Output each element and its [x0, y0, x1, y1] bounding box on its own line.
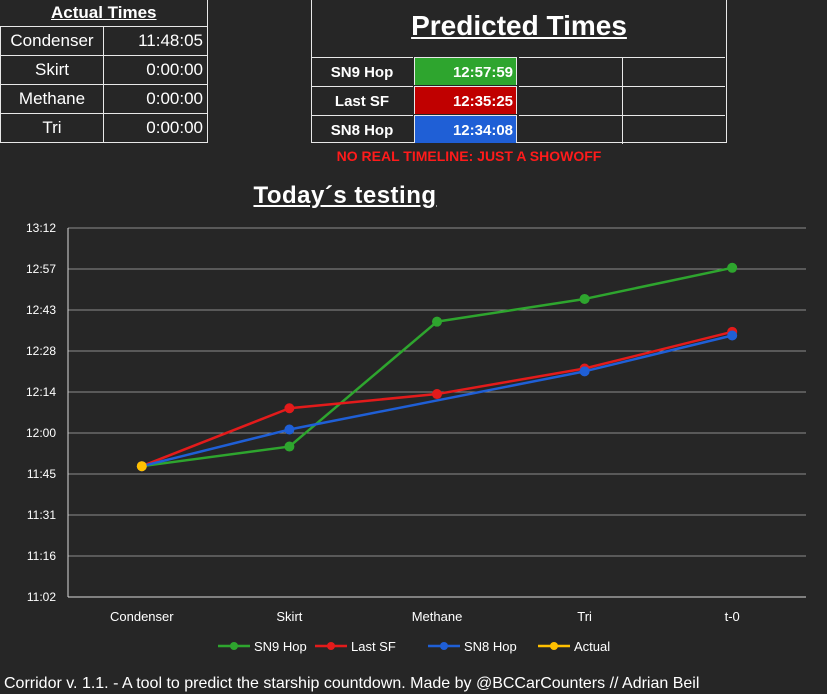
- x-tick-label: Tri: [577, 609, 592, 624]
- series-line: [141, 266, 733, 468]
- y-tick-label: 11:31: [27, 508, 56, 522]
- actual-value: 0:00:00: [103, 113, 208, 143]
- chart-title: Today´s testing: [253, 182, 437, 209]
- y-tick-label: 12:14: [26, 385, 56, 399]
- predicted-times-panel: Predicted Times SN9 Hop 12:57:59 Last SF…: [311, 0, 727, 144]
- predicted-value: 12:57:59: [414, 57, 517, 85]
- predicted-label: Last SF: [311, 86, 413, 115]
- legend-swatch-marker: [327, 642, 335, 650]
- empty-cell: [519, 57, 623, 86]
- data-point: [579, 293, 590, 304]
- data-point: [284, 424, 295, 435]
- predicted-value: 12:34:08: [414, 115, 517, 143]
- table-row: Methane 0:00:00: [0, 84, 208, 114]
- actual-label: Condenser: [0, 26, 104, 56]
- y-tick-label: 12:43: [26, 303, 56, 317]
- y-tick-label: 11:16: [27, 549, 56, 563]
- actual-times-table: Actual Times Condenser 11:48:05 Skirt 0:…: [0, 0, 208, 143]
- data-point: [727, 262, 738, 273]
- y-tick-label: 11:45: [27, 467, 56, 481]
- empty-cell: [623, 57, 725, 86]
- y-tick-label: 12:28: [26, 344, 56, 358]
- table-row: Condenser 11:48:05: [0, 26, 208, 56]
- predicted-frame: [311, 0, 727, 143]
- data-point: [727, 330, 738, 341]
- predicted-row: SN8 Hop 12:34:08: [311, 115, 727, 144]
- legend-label: SN8 Hop: [464, 639, 517, 654]
- actual-value: 0:00:00: [103, 84, 208, 114]
- data-point: [284, 441, 295, 452]
- legend-label: SN9 Hop: [254, 639, 307, 654]
- data-point: [579, 366, 590, 377]
- legend-swatch-marker: [550, 642, 558, 650]
- legend-label: Actual: [574, 639, 610, 654]
- legend-label: Last SF: [351, 639, 396, 654]
- y-tick-label: 13:12: [26, 221, 56, 235]
- actual-label: Methane: [0, 84, 104, 114]
- predicted-row: Last SF 12:35:25: [311, 86, 727, 115]
- data-point: [136, 461, 147, 472]
- y-tick-label: 12:00: [26, 426, 56, 440]
- table-row: Skirt 0:00:00: [0, 55, 208, 85]
- predicted-row: SN9 Hop 12:57:59: [311, 57, 727, 86]
- y-tick-label: 12:57: [26, 262, 56, 276]
- series-line: [141, 334, 733, 468]
- data-point: [284, 403, 295, 414]
- actual-label: Tri: [0, 113, 104, 143]
- empty-cell: [519, 115, 623, 144]
- y-tick-label: 11:02: [27, 590, 56, 604]
- data-point: [432, 389, 442, 400]
- footer-text: Corridor v. 1.1. - A tool to predict the…: [4, 675, 700, 692]
- empty-cell: [623, 115, 725, 144]
- x-tick-label: Condenser: [110, 609, 174, 624]
- legend-swatch-marker: [230, 642, 238, 650]
- table-row: Tri 0:00:00: [0, 113, 208, 143]
- x-tick-label: t-0: [725, 609, 740, 624]
- notice-text: NO REAL TIMELINE: JUST A SHOWOFF: [336, 148, 602, 164]
- actual-label: Skirt: [0, 55, 104, 85]
- predicted-value: 12:35:25: [414, 86, 517, 114]
- actual-value: 0:00:00: [103, 55, 208, 85]
- actual-times-title: Actual Times: [0, 0, 208, 27]
- predicted-label: SN8 Hop: [311, 115, 413, 144]
- empty-cell: [519, 86, 623, 115]
- actual-value: 11:48:05: [103, 26, 208, 56]
- x-tick-label: Methane: [412, 609, 463, 624]
- line-chart: 11:02 11:16 11:31 11:45 12:00 12:14 12:28 12:43…: [26, 221, 806, 654]
- data-point: [432, 316, 442, 327]
- x-tick-label: Skirt: [276, 609, 302, 624]
- legend-swatch-marker: [440, 642, 448, 650]
- empty-cell: [623, 86, 725, 115]
- predicted-label: SN9 Hop: [311, 57, 413, 86]
- predicted-times-title: Predicted Times: [411, 10, 627, 41]
